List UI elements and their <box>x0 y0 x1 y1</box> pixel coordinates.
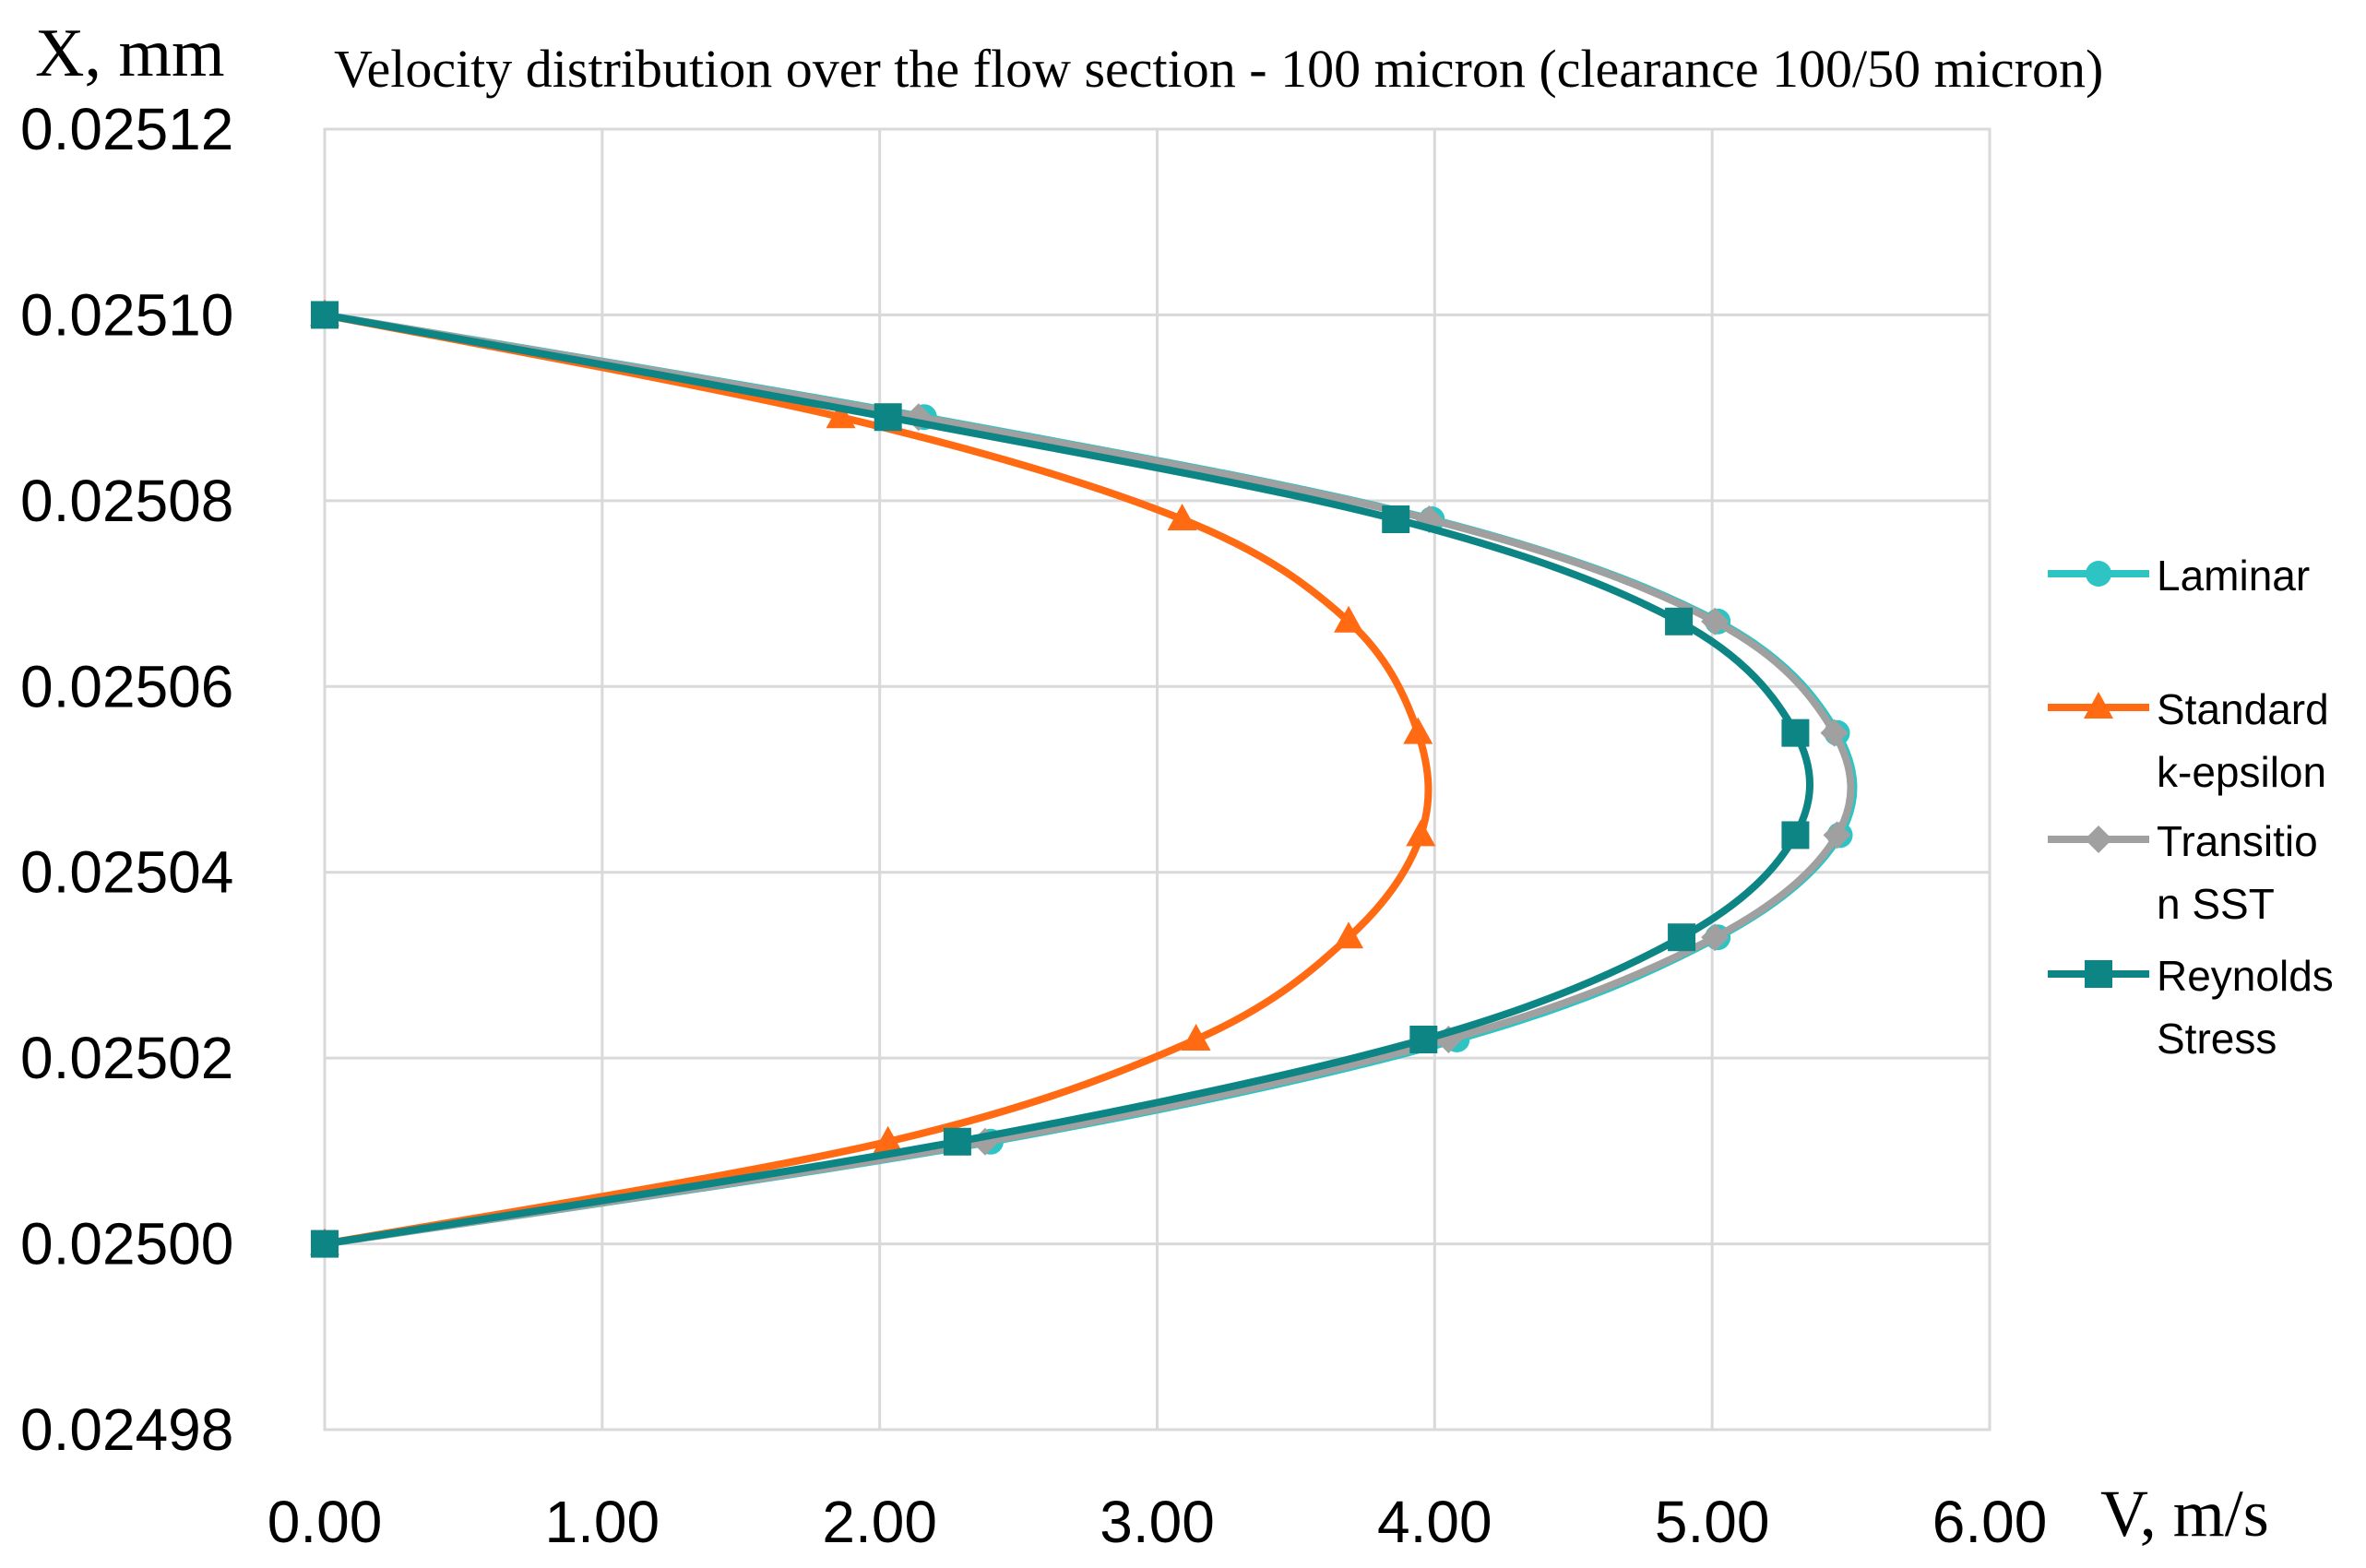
data-point-reynolds-stress <box>874 403 902 432</box>
y-axis-label: X, mm <box>35 16 225 91</box>
y-axis-tick-labels: 0.02498 0.02500 0.02502 0.02504 0.02506 0.025… <box>20 96 233 1463</box>
legend-label: Standard <box>2157 685 2329 733</box>
data-point-reynolds-stress <box>943 1127 971 1156</box>
data-point-standard-k-epsilon <box>1406 819 1436 847</box>
data-point-reynolds-stress <box>311 301 339 329</box>
series-layer <box>310 299 1858 1258</box>
y-tick-label: 0.02506 <box>20 653 233 719</box>
legend-item-reynolds-stress: Reynolds Stress <box>2048 952 2334 1063</box>
legend-label: Stress <box>2157 1015 2277 1063</box>
x-tick-label: 0.00 <box>268 1489 383 1555</box>
legend-marker <box>2085 960 2112 988</box>
plot-frame <box>323 127 1991 1431</box>
x-tick-label: 3.00 <box>1100 1489 1215 1555</box>
legend-item-standard-k-epsilon: Standard k-epsilon <box>2048 685 2329 796</box>
grid <box>323 127 1991 1431</box>
y-tick-label: 0.02502 <box>20 1025 233 1091</box>
data-point-transition-sst <box>1823 821 1851 849</box>
x-tick-label: 1.00 <box>545 1489 660 1555</box>
data-point-reynolds-stress <box>1781 821 1810 849</box>
data-point-standard-k-epsilon <box>1167 504 1197 530</box>
data-point-reynolds-stress <box>1382 505 1410 533</box>
x-tick-label: 5.00 <box>1655 1489 1770 1555</box>
series-standard-k-epsilon <box>310 299 1436 1255</box>
series-line-standard-k-epsilon <box>321 311 1433 1248</box>
chart-title: Velocity distribution over the flow sect… <box>334 39 2103 99</box>
data-point-transition-sst <box>1820 719 1849 747</box>
y-tick-label: 0.02500 <box>20 1211 233 1277</box>
data-point-reynolds-stress <box>311 1229 339 1258</box>
series-line-reynolds-stress <box>321 311 1814 1248</box>
legend-label: Laminar <box>2157 552 2310 600</box>
legend-item-laminar: Laminar <box>2048 552 2310 600</box>
legend: Laminar Standard k-epsilon Transitio n SST Re… <box>2048 552 2334 1063</box>
legend-label: n SST <box>2157 880 2275 928</box>
x-axis-label: V, m/s <box>2100 1477 2269 1550</box>
data-point-standard-k-epsilon <box>1403 717 1433 744</box>
legend-label: Transitio <box>2157 817 2318 865</box>
series-line-transition-sst <box>321 311 1855 1248</box>
data-point-reynolds-stress <box>1409 1026 1438 1053</box>
legend-item-transition-sst: Transitio n SST <box>2048 817 2318 928</box>
data-point-reynolds-stress <box>1668 923 1696 952</box>
data-point-standard-k-epsilon <box>1334 921 1364 949</box>
legend-label: Reynolds <box>2157 952 2334 1000</box>
x-axis-tick-labels: 0.00 1.00 2.00 3.00 4.00 5.00 6.00 <box>268 1489 2048 1555</box>
legend-marker <box>2086 561 2111 587</box>
series-reynolds-stress <box>311 301 1814 1258</box>
data-point-transition-sst <box>1701 607 1730 636</box>
data-point-reynolds-stress <box>1665 607 1694 636</box>
data-point-standard-k-epsilon <box>1181 1024 1211 1051</box>
legend-label: k-epsilon <box>2157 748 2326 796</box>
x-tick-label: 4.00 <box>1377 1489 1492 1555</box>
x-tick-label: 2.00 <box>822 1489 937 1555</box>
data-point-transition-sst <box>1701 923 1730 952</box>
y-tick-label: 0.02512 <box>20 96 233 162</box>
data-point-standard-k-epsilon <box>826 401 856 429</box>
y-tick-label: 0.02508 <box>20 468 233 534</box>
y-tick-label: 0.02504 <box>20 839 233 906</box>
legend-marker <box>2085 826 2112 853</box>
data-point-reynolds-stress <box>1781 719 1810 747</box>
data-point-standard-k-epsilon <box>1334 605 1364 633</box>
y-tick-label: 0.02510 <box>20 281 233 348</box>
series-transition-sst <box>311 301 1855 1258</box>
legend-marker <box>2084 692 2113 719</box>
y-tick-label: 0.02498 <box>20 1396 233 1463</box>
data-point-standard-k-epsilon <box>873 1125 903 1153</box>
x-tick-label: 6.00 <box>1932 1489 2048 1555</box>
